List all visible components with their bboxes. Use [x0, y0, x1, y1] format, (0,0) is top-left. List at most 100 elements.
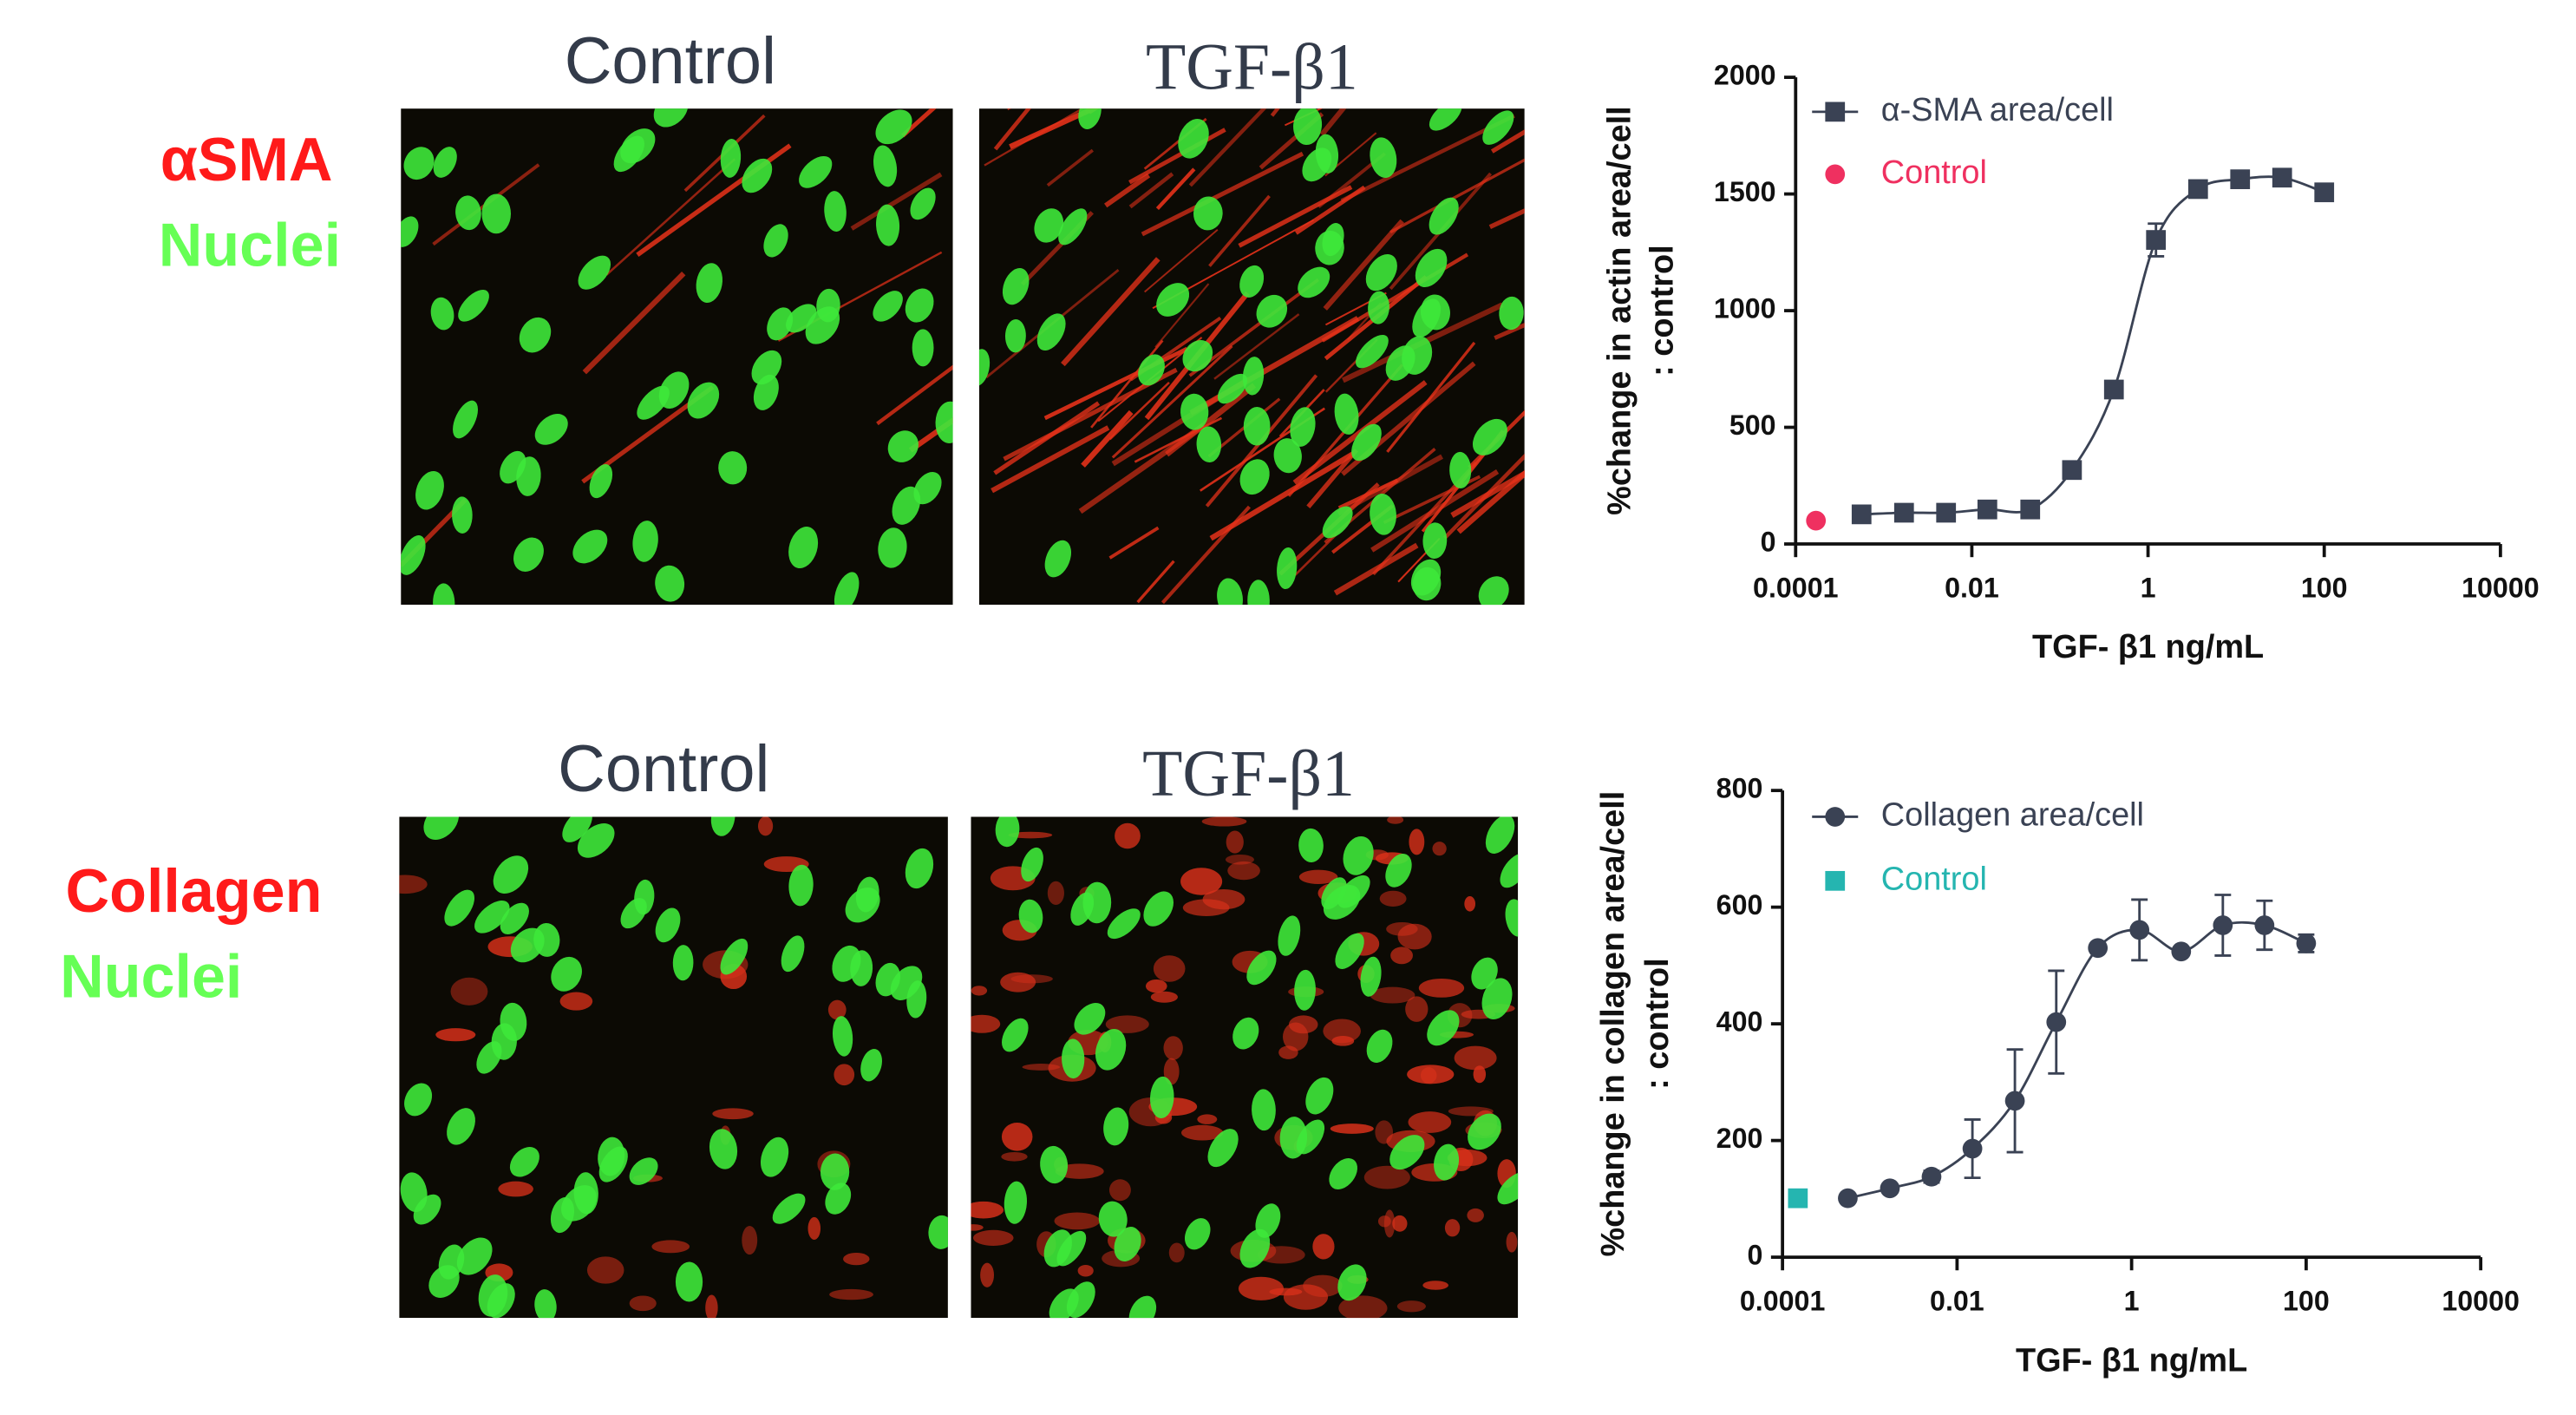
data-point: [1806, 510, 1827, 531]
nucleus: [655, 565, 685, 602]
nucleus: [509, 1147, 539, 1177]
collagen-deposit: [1225, 854, 1255, 865]
y-tick-label: 800: [1716, 773, 1763, 804]
collagen-deposit: [1298, 869, 1338, 884]
nucleus: [788, 527, 819, 569]
nucleus: [1412, 567, 1442, 601]
actin-fiber: [1442, 453, 1525, 540]
nucleus: [513, 537, 544, 572]
collagen-deposit: [1387, 816, 1404, 824]
nucleus: [1402, 336, 1433, 375]
collagen-deposit: [1386, 921, 1418, 936]
nucleus: [767, 307, 794, 341]
nucleus: [906, 980, 927, 1019]
collagen-deposit: [450, 977, 488, 1006]
nucleus: [1351, 423, 1382, 462]
collagen-deposit: [1409, 829, 1425, 855]
nucleus: [1002, 1018, 1029, 1052]
nucleus: [772, 1193, 806, 1224]
legend-marker: [1825, 870, 1846, 891]
nucleus: [458, 290, 489, 322]
data-point: [2314, 182, 2335, 203]
nucleus: [751, 350, 782, 385]
nucleus: [519, 317, 552, 353]
collagen-deposit: [1363, 1165, 1410, 1189]
nucleus: [892, 486, 921, 525]
nucleus: [1182, 340, 1213, 372]
nucleus: [658, 371, 690, 409]
nucleus: [433, 147, 457, 178]
collagen-deposit: [1047, 881, 1064, 905]
nucleus: [720, 139, 742, 178]
image-title: Control: [558, 732, 769, 806]
nucleus: [1370, 137, 1397, 179]
data-point: [2230, 169, 2251, 190]
nucleus: [1368, 291, 1389, 324]
x-tick-label: 0.01: [1930, 1286, 1984, 1317]
nucleus: [1095, 1028, 1127, 1071]
y-tick-label: 0: [1761, 527, 1776, 558]
collagen-deposit: [1408, 1111, 1452, 1133]
nucleus: [1184, 1218, 1211, 1250]
collagen-deposit: [971, 1201, 1004, 1219]
nucleus: [1082, 881, 1112, 924]
actin-fiber: [1108, 381, 1170, 441]
nucleus: [474, 901, 510, 934]
nucleus: [1066, 1281, 1095, 1319]
nucleus: [1004, 319, 1026, 353]
actin-fiber: [1108, 526, 1160, 560]
collagen-deposit: [1008, 831, 1053, 839]
nucleus: [452, 496, 473, 534]
nucleus: [781, 935, 805, 973]
nucleus: [720, 938, 749, 975]
collagen-deposit: [705, 1294, 718, 1319]
collagen-deposit: [1390, 947, 1413, 965]
data-point: [2004, 1091, 2025, 1111]
nucleus: [629, 1157, 658, 1185]
nucleus: [1329, 1158, 1358, 1190]
collagen-deposit: [1201, 816, 1247, 827]
stain-label: Nuclei: [60, 942, 242, 1010]
x-axis-label: TGF- β1 ng/mL: [2032, 629, 2264, 665]
nucleus: [995, 816, 1020, 848]
nucleus: [710, 816, 736, 836]
collagen-deposit: [1454, 1045, 1497, 1071]
collagen-deposit: [742, 1225, 758, 1255]
data-point: [1962, 1138, 1983, 1159]
nucleus: [447, 1108, 475, 1145]
actin-fiber: [1144, 229, 1219, 293]
collagen-deposit: [712, 1108, 754, 1120]
actin-fiber: [1294, 534, 1337, 576]
data-point: [1851, 504, 1872, 525]
nucleus: [1471, 957, 1498, 990]
collagen-deposit: [757, 816, 774, 836]
actin-fiber: [1111, 344, 1233, 459]
nucleus: [534, 414, 568, 445]
nucleus: [500, 1002, 527, 1041]
x-tick-label: 0.0001: [1753, 573, 1838, 604]
nucleus: [430, 297, 454, 331]
actin-fiber: [1389, 158, 1525, 234]
data-point: [1838, 1188, 1858, 1209]
nucleus: [824, 191, 847, 232]
data-point: [2272, 167, 2292, 188]
nucleus: [1256, 294, 1288, 328]
actin-fiber: [1087, 108, 1100, 115]
actin-fiber: [1306, 448, 1359, 508]
nucleus: [1472, 418, 1507, 455]
y-tick-label: 1500: [1714, 176, 1776, 207]
nucleus: [620, 898, 647, 929]
nucleus: [845, 888, 880, 923]
actin-fiber: [1081, 409, 1134, 468]
nucleus: [578, 255, 611, 290]
collagen-deposit: [586, 1256, 624, 1284]
nucleus: [613, 135, 644, 173]
nucleus: [1481, 978, 1513, 1020]
nucleus: [1040, 1145, 1069, 1184]
collagen-deposit: [1370, 986, 1415, 1004]
actin-fiber: [1061, 257, 1161, 367]
nucleus: [493, 855, 529, 894]
nucleus: [1193, 196, 1223, 231]
actin-fiber: [1456, 469, 1525, 534]
